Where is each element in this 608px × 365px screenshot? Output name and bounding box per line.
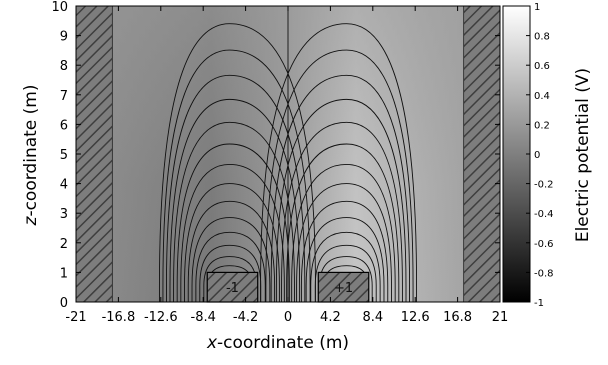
colorbar-tick-label: 1	[534, 2, 540, 13]
x-tick-label: -4.2	[233, 310, 258, 325]
contour-right-10	[286, 143, 400, 302]
contour-left-10	[176, 143, 290, 302]
x-tick-label: 4.2	[320, 310, 341, 325]
x-axis-label: x-coordinate (m)	[206, 333, 349, 353]
x-tick-label: 0	[284, 310, 292, 325]
colorbar: 1 0.8 0.6 0.4 0.2 0 -0.2 -0.4 -0.6 -0.8 -1	[502, 2, 554, 309]
colorbar-label: Electric potential (V)	[573, 68, 593, 242]
contour-right-13	[270, 74, 410, 302]
contour-left-15	[158, 23, 316, 302]
y-tick-label: 8	[60, 59, 68, 74]
y-tick-label: 6	[60, 118, 68, 133]
electrode-positive	[317, 271, 370, 303]
contour-right-14	[265, 49, 414, 302]
x-tick-label: -21	[65, 310, 86, 325]
electrodes: -1 +1	[206, 271, 370, 303]
colorbar-tick-label: -0.8	[534, 268, 554, 279]
colorbar-tick-label: -0.6	[534, 239, 554, 250]
x-axis-ticks: -21 -16.8 -12.6 -8.4 -4.2 0 4.2 8.4 12.6 16.8 21	[65, 6, 508, 325]
colorbar-tick-label: 0.8	[534, 32, 550, 43]
wall-left	[75, 5, 113, 303]
x-tick-label: -12.6	[144, 310, 178, 325]
contour-right-4	[314, 244, 377, 302]
electrode-negative	[206, 271, 259, 303]
y-tick-label: 5	[60, 148, 68, 163]
colorbar-tick-label: 0	[534, 150, 540, 161]
electrode-label-0: -1	[226, 281, 239, 296]
x-tick-label: -8.4	[191, 310, 216, 325]
colorbar-tick-label: 0.2	[534, 120, 550, 131]
y-tick-label: 4	[60, 178, 68, 193]
contour-left-12	[169, 98, 301, 302]
y-tick-label: 7	[60, 89, 68, 104]
y-axis-ticks: 0 1 2 3 4 5 6 7 8 9 10	[51, 0, 500, 311]
colorbar-tick-label: -0.2	[534, 180, 554, 191]
contour-right-7	[300, 200, 389, 302]
x-tick-label: 12.6	[401, 310, 430, 325]
colorbar-tick-label: -0.4	[534, 209, 554, 220]
contour-left-4	[199, 244, 262, 302]
contour-right-15	[260, 23, 418, 302]
contour-right-5	[310, 231, 381, 302]
x-tick-label: 16.8	[443, 310, 472, 325]
electrode-label-1: +1	[334, 281, 353, 296]
y-tick-label: 1	[60, 266, 68, 281]
x-tick-label: -16.8	[102, 310, 136, 325]
y-tick-label: 9	[60, 30, 68, 45]
contour-right-12	[275, 98, 407, 302]
y-tick-label: 2	[60, 237, 68, 252]
contour-left-8	[184, 183, 280, 302]
colorbar-tick-label: -1	[534, 298, 544, 309]
colorbar-scale	[502, 5, 531, 303]
x-tick-label: 21	[492, 310, 509, 325]
y-tick-label: 3	[60, 207, 68, 222]
y-tick-label: 0	[60, 296, 68, 311]
contour-left-14	[162, 49, 311, 302]
wall-right	[463, 5, 501, 303]
contour-left-13	[166, 74, 306, 302]
contour-left-5	[195, 231, 266, 302]
contour-right-8	[296, 183, 392, 302]
x-tick-label: 8.4	[362, 310, 383, 325]
colorbar-tick-label: 0.4	[534, 91, 550, 102]
boundary-walls	[75, 5, 501, 303]
y-tick-label: 10	[51, 0, 68, 15]
colorbar-tick-label: 0.6	[534, 61, 550, 72]
contour-left-7	[187, 200, 276, 302]
y-axis-label: z-coordinate (m)	[21, 85, 41, 227]
